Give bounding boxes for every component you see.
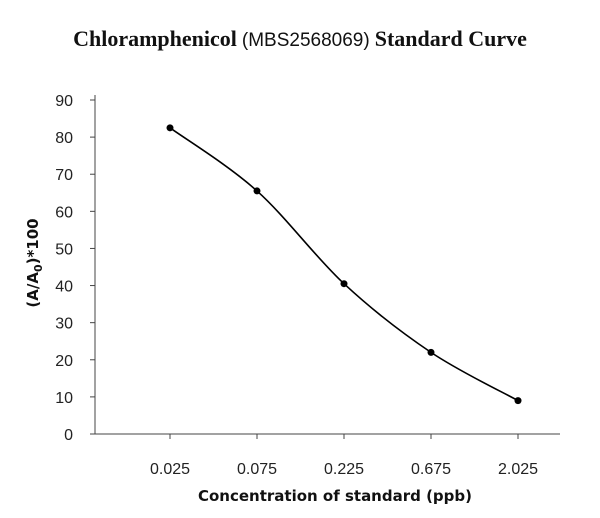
x-axis-ticks: 0.025 0.075 0.225 0.675 2.025 (150, 434, 538, 478)
y-axis-label: (A/A0)*100 (24, 218, 45, 307)
y-tick-label: 90 (55, 93, 73, 110)
data-point (427, 348, 435, 356)
y-label-suffix: )*100 (24, 218, 42, 264)
y-label-main: (A/A (24, 272, 42, 308)
data-point (166, 124, 174, 132)
series-line (169, 127, 519, 402)
y-tick-label: 30 (55, 316, 73, 333)
title-prefix: Chloramphenicol (73, 26, 237, 51)
x-tick-label: 2.025 (498, 461, 538, 478)
y-label-subscript: 0 (32, 264, 45, 272)
y-tick-label: 0 (64, 427, 73, 444)
y-tick-label: 20 (55, 353, 73, 370)
y-tick-label: 80 (55, 130, 73, 147)
title-middle: (MBS2568069) (242, 30, 370, 51)
x-tick-label: 0.075 (237, 461, 277, 478)
data-series (166, 124, 522, 405)
y-axis-ticks: 0 10 20 30 40 50 60 70 80 90 (55, 93, 95, 444)
x-tick-label: 0.225 (324, 461, 364, 478)
data-point (253, 187, 261, 195)
y-tick-label: 10 (55, 390, 73, 407)
y-tick-label: 60 (55, 204, 73, 221)
title-suffix: Standard Curve (375, 26, 527, 51)
y-tick-label: 40 (55, 279, 73, 296)
x-axis-label: Concentration of standard (ppb) (198, 487, 472, 505)
x-tick-label: 0.675 (411, 461, 451, 478)
data-point (514, 397, 522, 405)
x-tick-label: 0.025 (150, 461, 190, 478)
y-tick-label: 50 (55, 241, 73, 258)
data-point (340, 280, 348, 288)
chart-title: Chloramphenicol (MBS2568069) Standard Curv… (73, 26, 527, 51)
y-tick-label: 70 (55, 167, 73, 184)
